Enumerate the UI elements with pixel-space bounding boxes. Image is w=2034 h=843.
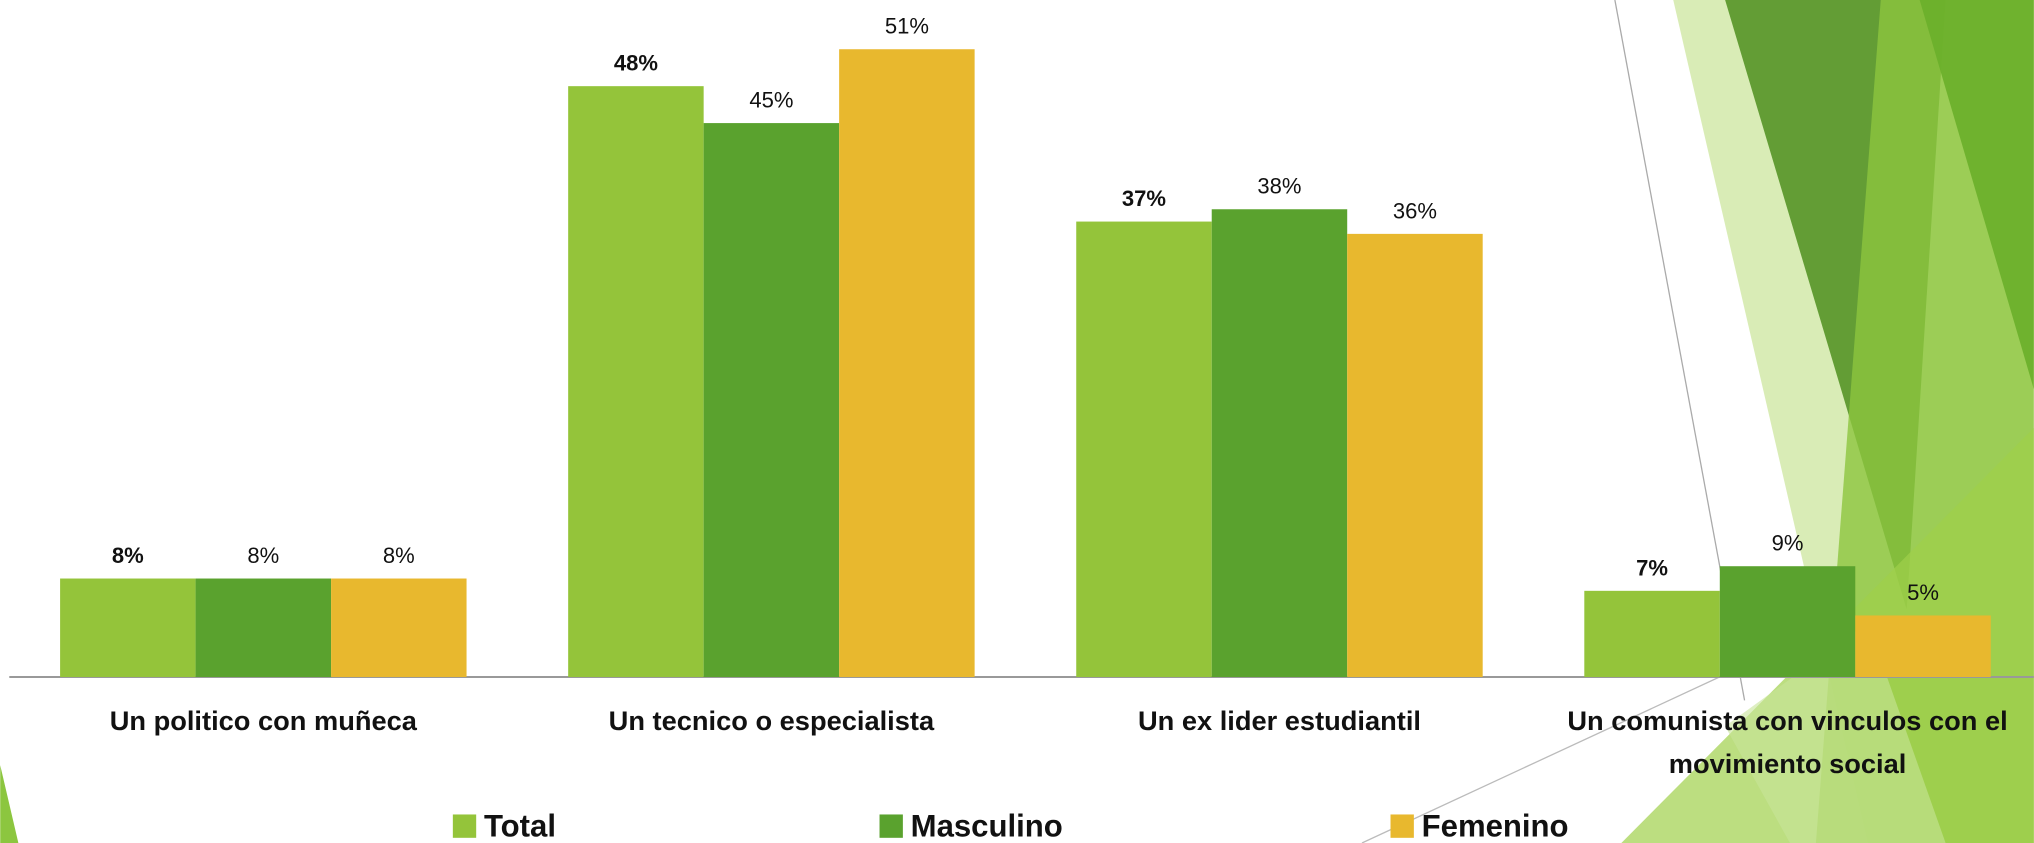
bar (839, 49, 974, 677)
x-tick-label-box: Un tecnico o especialista (517, 700, 1025, 804)
bar (1076, 222, 1211, 677)
data-label: 8% (383, 543, 415, 568)
data-label: 51% (885, 14, 929, 39)
x-tick-label-box: Un comunista con vinculos con el movimie… (1533, 700, 2034, 804)
bar (568, 86, 703, 677)
data-label: 36% (1393, 198, 1437, 223)
bar (60, 579, 195, 677)
legend-swatch (453, 814, 476, 837)
legend-swatch (880, 814, 903, 837)
bar (196, 579, 331, 677)
bar (331, 579, 466, 677)
bar (1584, 591, 1719, 677)
data-label: 8% (112, 543, 144, 568)
data-label: 5% (1907, 580, 1939, 605)
data-label: 38% (1257, 174, 1301, 199)
data-label: 8% (247, 543, 279, 568)
x-tick-label-box: Un ex lider estudiantil (1025, 700, 1533, 804)
legend-label: Total (484, 809, 556, 843)
x-tick-label-box: Un politico con muñeca (9, 700, 517, 804)
bar (1855, 615, 1990, 677)
chart: Un politico con muñeca 8% 8% 8% Un tecnico o… (0, 0, 2034, 843)
x-tick-label: Un ex lider estudiantil (1025, 700, 1533, 743)
data-label: 45% (749, 88, 793, 113)
bar (1347, 234, 1482, 677)
data-label: 48% (614, 51, 659, 76)
data-label: 9% (1772, 531, 1804, 556)
legend-swatch (1391, 814, 1414, 837)
data-label: 37% (1122, 186, 1167, 211)
data-label: 7% (1636, 555, 1668, 580)
bar (704, 123, 839, 677)
legend-label: Masculino (911, 809, 1063, 843)
x-tick-label: Un comunista con vinculos con el movimie… (1533, 700, 2034, 786)
x-tick-label: Un tecnico o especialista (517, 700, 1025, 743)
bar (1212, 209, 1347, 677)
x-tick-label: Un politico con muñeca (9, 700, 517, 743)
bar (1720, 566, 1855, 677)
legend-label: Femenino (1422, 809, 1569, 843)
